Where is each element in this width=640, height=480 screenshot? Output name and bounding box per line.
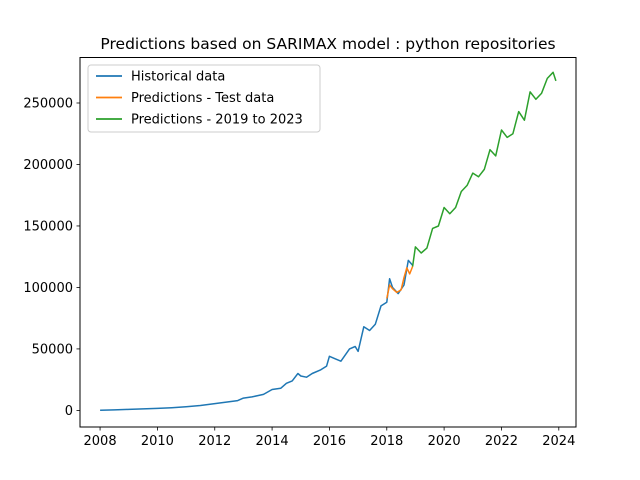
x-axis: 2008 2010 2012 2014 2016 2018 2020 2022 2024 [84, 427, 575, 449]
y-tick-label: 0 [65, 404, 73, 419]
x-tick-label: 2008 [84, 434, 117, 449]
plot-frame [79, 57, 577, 428]
legend-label: Historical data [131, 70, 225, 85]
y-axis: 0 50000 100000 150000 200000 250000 [23, 96, 80, 419]
x-tick-label: 2012 [198, 434, 231, 449]
legend-label: Predictions - 2019 to 2023 [131, 113, 303, 128]
y-tick-label: 100000 [23, 281, 73, 296]
series-line-2 [411, 71, 557, 267]
y-tick-label: 200000 [23, 158, 73, 173]
x-tick-label: 2022 [485, 434, 518, 449]
x-tick-label: 2016 [313, 434, 346, 449]
legend-box [87, 64, 321, 133]
x-tick-label: 2024 [542, 434, 575, 449]
y-tick-label: 50000 [32, 342, 73, 357]
x-tick-label: 2020 [428, 434, 461, 449]
y-tick-label: 250000 [23, 96, 73, 111]
legend: Historical data Predictions - Test data Pr… [87, 64, 321, 133]
y-tick-label: 150000 [23, 219, 73, 234]
chart-title: Predictions based on SARIMAX model : pyt… [100, 35, 555, 53]
series-line-0 [100, 259, 414, 411]
x-tick-label: 2014 [256, 434, 289, 449]
x-tick-label: 2018 [370, 434, 403, 449]
series-line-1 [386, 266, 414, 299]
x-tick-label: 2010 [141, 434, 174, 449]
plot-lines [100, 71, 557, 411]
legend-label: Predictions - Test data [131, 91, 274, 106]
